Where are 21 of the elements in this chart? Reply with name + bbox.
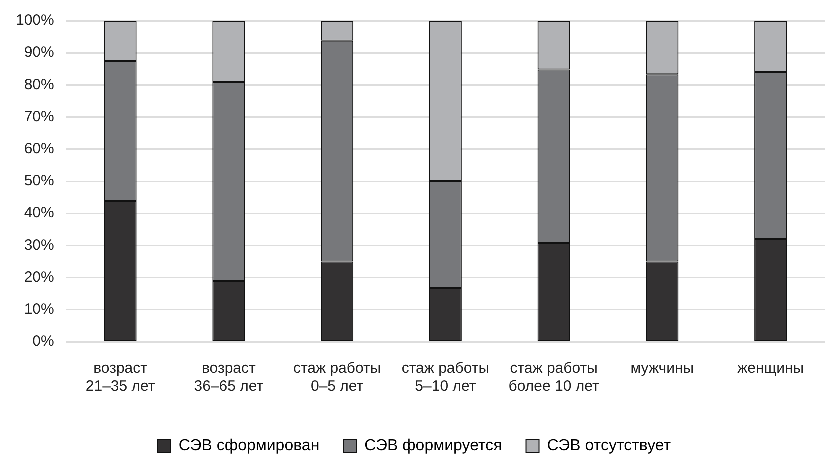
y-tick-label: 70% xyxy=(24,108,54,126)
x-tick-label: возраст 36–65 лет xyxy=(194,360,264,396)
y-tick-label: 90% xyxy=(24,44,54,62)
x-tick-label: возраст 21–35 лет xyxy=(86,360,156,396)
y-tick-label: 100% xyxy=(16,12,54,30)
legend-label: СЭВ формируется xyxy=(364,437,502,454)
x-tick-label: стаж работы 5–10 лет xyxy=(402,360,490,396)
y-tick-label: 0% xyxy=(32,333,54,350)
x-tick-label: стаж работы 0–5 лет xyxy=(293,360,382,396)
y-tick-label: 10% xyxy=(24,301,54,318)
y-tick-label: 50% xyxy=(24,172,54,190)
y-tick-label: 60% xyxy=(24,140,54,158)
legend-label: СЭВ отсутствует xyxy=(547,437,672,454)
y-tick-label: 30% xyxy=(24,236,54,254)
y-tick-label: 80% xyxy=(24,76,54,94)
x-tick-label: стаж работы более 10 лет xyxy=(508,360,600,396)
y-tick-label: 40% xyxy=(24,204,54,222)
x-tick-label: мужчины xyxy=(630,360,694,378)
x-tick-label: женщины xyxy=(738,360,804,378)
legend-label: СЭВ сформирован xyxy=(178,437,320,454)
y-tick-label: 20% xyxy=(24,268,54,286)
